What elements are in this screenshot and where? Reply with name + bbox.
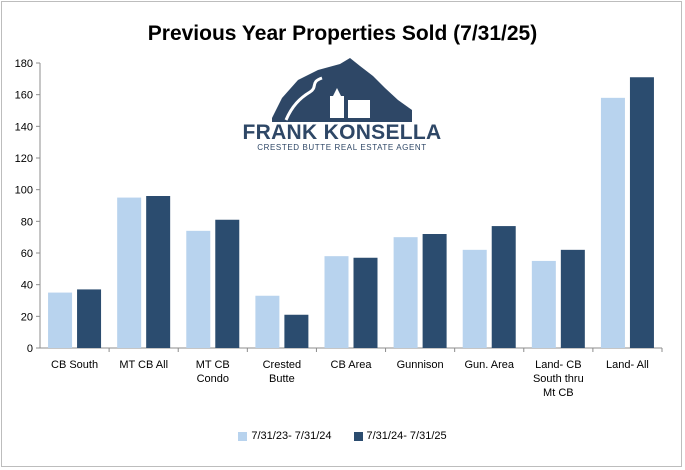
bar-series-1: [117, 197, 142, 348]
chart-bars: [48, 77, 654, 348]
x-category-label: Mt CB: [543, 387, 574, 399]
x-category-label: Condo: [197, 373, 229, 385]
x-category-label: Butte: [269, 373, 295, 385]
y-tick-label: 60: [21, 248, 33, 260]
bar-series-1: [186, 230, 211, 348]
bar-series-2: [629, 77, 654, 348]
logo-tagline: CRESTED BUTTE REAL ESTATE AGENT: [257, 143, 427, 152]
bar-series-1: [600, 97, 625, 348]
bar-series-2: [215, 219, 240, 348]
x-category-label: Land- CB: [535, 359, 581, 371]
bar-series-1: [393, 237, 418, 348]
bar-series-1: [324, 256, 349, 348]
y-tick-label: 180: [15, 58, 33, 70]
bar-series-2: [491, 226, 516, 348]
building-logo-icon: [330, 96, 344, 118]
legend-label-series-1: 7/31/23- 7/31/24: [251, 430, 332, 442]
bar-series-2: [560, 249, 585, 348]
bar-series-2: [284, 314, 309, 348]
legend-swatch-series-2: [353, 431, 363, 441]
bar-series-1: [531, 260, 556, 348]
legend-item-series-1: 7/31/23- 7/31/24: [238, 430, 332, 442]
y-tick-label: 160: [15, 90, 33, 102]
y-tick-label: 20: [21, 311, 33, 323]
logo-name: FRANK KONSELLA: [242, 121, 441, 144]
x-category-label: Land- All: [606, 359, 649, 371]
bar-series-2: [146, 196, 171, 348]
x-category-label: Gunnison: [397, 359, 444, 371]
x-category-label: CB South: [51, 359, 98, 371]
y-tick-label: 100: [15, 185, 33, 197]
bar-series-1: [48, 292, 73, 348]
bar-series-2: [77, 289, 102, 348]
tower-logo-icon: [333, 88, 341, 96]
y-tick-label: 80: [21, 216, 33, 228]
legend-label-series-2: 7/31/24- 7/31/25: [366, 430, 447, 442]
bar-series-1: [255, 295, 280, 348]
y-tick-label: 0: [27, 343, 33, 355]
chart-category-labels: CB South MT CB All MT CB Condo Crested Butte C…: [51, 359, 649, 399]
chart-legend: 7/31/23- 7/31/24 7/31/24- 7/31/25: [0, 430, 685, 442]
logo: FRANK KONSELLA CRESTED BUTTE REAL ESTATE…: [242, 58, 441, 152]
x-category-label: MT CB: [196, 359, 230, 371]
legend-item-series-2: 7/31/24- 7/31/25: [353, 430, 447, 442]
y-tick-label: 140: [15, 121, 33, 133]
bar-series-2: [353, 257, 378, 348]
x-category-label: Crested: [263, 359, 302, 371]
chart-axes: 0 20 40 60 80 100 120 140 160 180: [15, 58, 663, 355]
bar-series-1: [462, 249, 487, 348]
road-logo-icon: [284, 76, 323, 121]
x-category-label: Gun. Area: [464, 359, 514, 371]
building-logo-icon-2: [348, 100, 370, 118]
bar-series-2: [422, 234, 447, 348]
chart-title: Previous Year Properties Sold (7/31/25): [147, 22, 538, 45]
y-tick-label: 120: [15, 153, 33, 165]
x-category-label: MT CB All: [119, 359, 168, 371]
mountain-logo-icon: [272, 58, 412, 122]
y-tick-label: 40: [21, 280, 33, 292]
x-category-label: CB Area: [331, 359, 373, 371]
legend-swatch-series-1: [238, 431, 248, 441]
x-category-label: South thru: [533, 373, 584, 385]
